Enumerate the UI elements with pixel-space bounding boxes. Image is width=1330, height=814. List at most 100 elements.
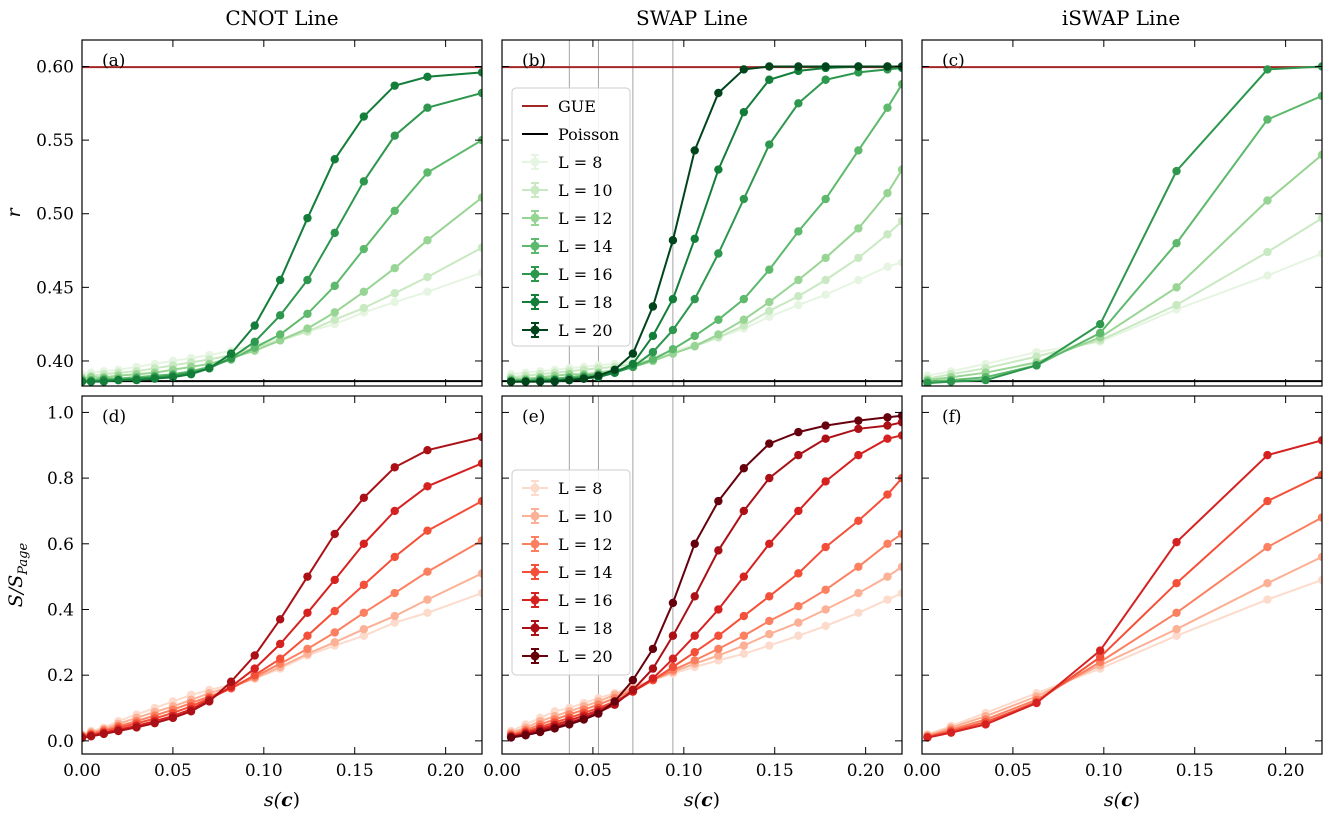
series-line xyxy=(82,462,482,739)
data-point xyxy=(82,377,87,386)
data-point xyxy=(794,631,803,640)
data-point xyxy=(897,431,902,440)
y-tick-label: 0.0 xyxy=(47,732,74,752)
data-point xyxy=(1172,166,1181,176)
plot-area xyxy=(82,66,482,386)
data-point xyxy=(883,595,892,604)
data-point xyxy=(390,206,399,215)
panel-4: 0.00 0.05 0.10 0.15 0.20 (e) s(c) xyxy=(483,395,903,811)
data-point xyxy=(668,236,678,245)
panel-label: (e) xyxy=(522,407,545,427)
data-point xyxy=(477,536,482,545)
data-point xyxy=(714,88,723,98)
data-point xyxy=(359,493,369,503)
data-point xyxy=(714,605,723,614)
data-point xyxy=(821,477,830,486)
data-point xyxy=(1172,238,1181,248)
data-point xyxy=(423,595,432,604)
data-point xyxy=(821,194,830,204)
y-tick-label: 0.45 xyxy=(36,278,74,298)
data-point xyxy=(390,289,399,298)
data-point xyxy=(114,726,123,736)
data-point xyxy=(883,421,892,430)
series-line xyxy=(927,439,1322,739)
data-point xyxy=(1032,361,1041,370)
x-tick-label: 0.10 xyxy=(665,761,703,781)
panel-label: (b) xyxy=(522,51,546,71)
legend-marker xyxy=(530,511,540,521)
data-point xyxy=(739,641,749,650)
legend-label: L = 18 xyxy=(558,619,613,638)
series-line xyxy=(927,217,1322,380)
data-point xyxy=(1172,631,1181,640)
data-point xyxy=(579,374,589,383)
data-point xyxy=(1317,552,1322,562)
legend-label: L = 12 xyxy=(558,535,613,554)
data-point xyxy=(765,539,774,548)
data-point xyxy=(739,649,749,659)
data-point xyxy=(883,539,892,548)
data-point xyxy=(821,421,830,430)
data-point xyxy=(1172,579,1181,588)
x-tick-label: 0.15 xyxy=(336,761,374,781)
data-point xyxy=(821,275,830,285)
data-point xyxy=(897,79,902,89)
data-point xyxy=(250,651,259,660)
data-point xyxy=(1263,542,1272,552)
data-point xyxy=(359,631,369,640)
legend-label: L = 14 xyxy=(558,563,613,582)
data-point xyxy=(150,374,159,383)
data-point xyxy=(794,62,803,71)
data-point xyxy=(330,308,339,317)
data-point xyxy=(610,365,619,375)
y-tick-label: 0.4 xyxy=(47,600,74,620)
legend-label: L = 14 xyxy=(558,237,613,256)
data-point xyxy=(821,75,830,84)
legend-marker xyxy=(530,241,540,251)
axes-frame xyxy=(81,39,483,387)
data-point xyxy=(226,349,236,358)
data-point xyxy=(765,62,774,71)
legend-label: GUE xyxy=(558,97,596,116)
series-line xyxy=(927,516,1322,738)
data-point xyxy=(897,418,902,427)
data-point xyxy=(594,371,603,380)
data-point xyxy=(550,724,559,733)
legend-bottom: L = 8 L = 10 L = 12 L = 14 L = 16 L = 18 L = 2… xyxy=(511,469,631,676)
data-point xyxy=(330,606,339,616)
x-tick-label: 0.20 xyxy=(1267,761,1305,781)
data-point xyxy=(946,728,956,737)
data-point xyxy=(690,647,699,657)
data-point xyxy=(765,439,774,448)
legend-marker xyxy=(530,185,540,195)
data-point xyxy=(423,236,432,245)
data-point xyxy=(477,193,482,202)
data-point xyxy=(714,249,723,258)
data-point xyxy=(794,300,803,310)
data-point xyxy=(794,506,803,516)
data-point xyxy=(423,608,432,617)
data-point xyxy=(359,244,369,254)
data-point xyxy=(535,377,545,386)
data-point xyxy=(205,364,214,373)
data-point xyxy=(690,342,699,351)
data-point xyxy=(739,294,749,304)
data-point xyxy=(794,602,803,611)
data-point xyxy=(423,72,432,82)
data-point xyxy=(854,450,863,460)
data-point xyxy=(668,631,678,640)
data-point xyxy=(330,529,339,539)
data-point xyxy=(1263,65,1272,74)
axes-frame xyxy=(921,395,1323,755)
x-tick-label: 0.10 xyxy=(245,761,283,781)
data-point xyxy=(390,506,399,516)
data-point xyxy=(168,372,178,382)
data-point xyxy=(477,569,482,578)
data-point xyxy=(765,629,774,639)
data-point xyxy=(883,230,892,239)
legend-label: L = 18 xyxy=(558,293,613,312)
data-point xyxy=(765,641,774,650)
series-line xyxy=(82,436,482,739)
data-point xyxy=(423,272,432,282)
